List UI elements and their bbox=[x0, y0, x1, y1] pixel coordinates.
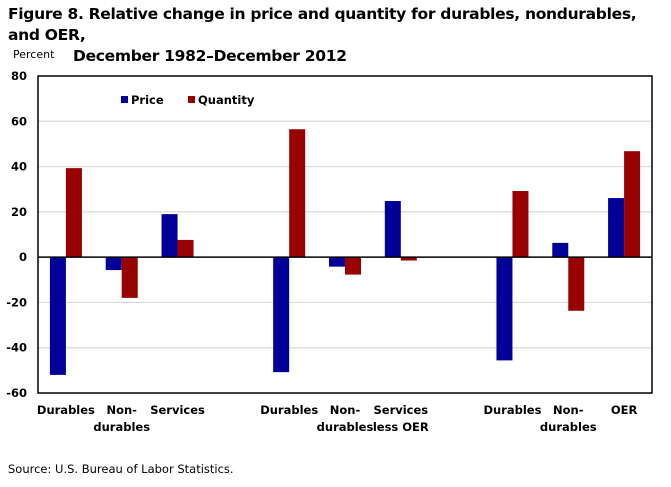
x-category-label-line2: durables bbox=[540, 420, 597, 434]
x-category-label: Durables bbox=[483, 403, 541, 417]
x-category-label: Non- bbox=[106, 403, 137, 417]
legend-swatch-price bbox=[121, 96, 128, 103]
x-category-label-line2: less OER bbox=[373, 420, 429, 434]
x-category-label-line2: durables bbox=[317, 420, 374, 434]
bar-price bbox=[105, 257, 122, 271]
bar-price bbox=[329, 257, 345, 267]
y-tick-label: -60 bbox=[6, 386, 27, 400]
y-tick-label: -40 bbox=[6, 341, 27, 355]
y-axis-ticks: 80 60 40 20 0 -20 -40 -60 bbox=[6, 69, 27, 400]
legend: Price Quantity bbox=[121, 93, 255, 107]
bar-price bbox=[552, 242, 569, 258]
bar-quantity bbox=[65, 168, 82, 258]
bar-price bbox=[608, 198, 625, 258]
x-category-label: Non- bbox=[330, 403, 361, 417]
source-note: Source: U.S. Bureau of Labor Statistics. bbox=[8, 462, 234, 476]
x-category-label: OER bbox=[611, 403, 638, 417]
gridlines bbox=[38, 120, 652, 349]
x-category-label: Services bbox=[373, 403, 428, 417]
bar-price bbox=[384, 200, 401, 258]
legend-swatch-quantity bbox=[188, 96, 195, 103]
bar-quantity bbox=[512, 191, 529, 258]
legend-label-quantity: Quantity bbox=[198, 93, 255, 107]
x-category-label-line2: durables bbox=[93, 420, 150, 434]
y-axis-unit-label: Percent bbox=[13, 48, 55, 61]
bars bbox=[49, 129, 641, 375]
x-category-label: Services bbox=[150, 403, 205, 417]
x-category-label: Non- bbox=[553, 403, 584, 417]
bar-quantity bbox=[121, 257, 138, 298]
bar-price bbox=[49, 257, 66, 375]
bar-quantity bbox=[568, 257, 585, 311]
x-category-label: Durables bbox=[260, 403, 318, 417]
x-category-label: Durables bbox=[37, 403, 95, 417]
plot-frame bbox=[37, 75, 653, 394]
bar-quantity bbox=[289, 129, 306, 258]
y-tick-label: 40 bbox=[11, 160, 27, 174]
chart-title-line1: Figure 8. Relative change in price and q… bbox=[8, 5, 637, 44]
y-tick-label: -20 bbox=[6, 295, 27, 309]
chart-title: Figure 8. Relative change in price and q… bbox=[8, 4, 671, 67]
chart-title-line2: December 1982–December 2012 bbox=[73, 47, 347, 65]
bar-price bbox=[161, 214, 178, 258]
bar-quantity bbox=[345, 257, 361, 275]
y-tick-label: 80 bbox=[11, 69, 27, 83]
legend-label-price: Price bbox=[131, 93, 164, 107]
bar-quantity bbox=[624, 151, 641, 258]
bar-price bbox=[273, 257, 290, 373]
y-tick-label: 20 bbox=[11, 205, 27, 219]
bar-quantity bbox=[177, 239, 194, 258]
y-tick-label: 60 bbox=[11, 114, 27, 128]
bar-quantity bbox=[400, 257, 417, 261]
bar-price bbox=[496, 257, 513, 361]
y-tick-label: 0 bbox=[19, 250, 27, 264]
